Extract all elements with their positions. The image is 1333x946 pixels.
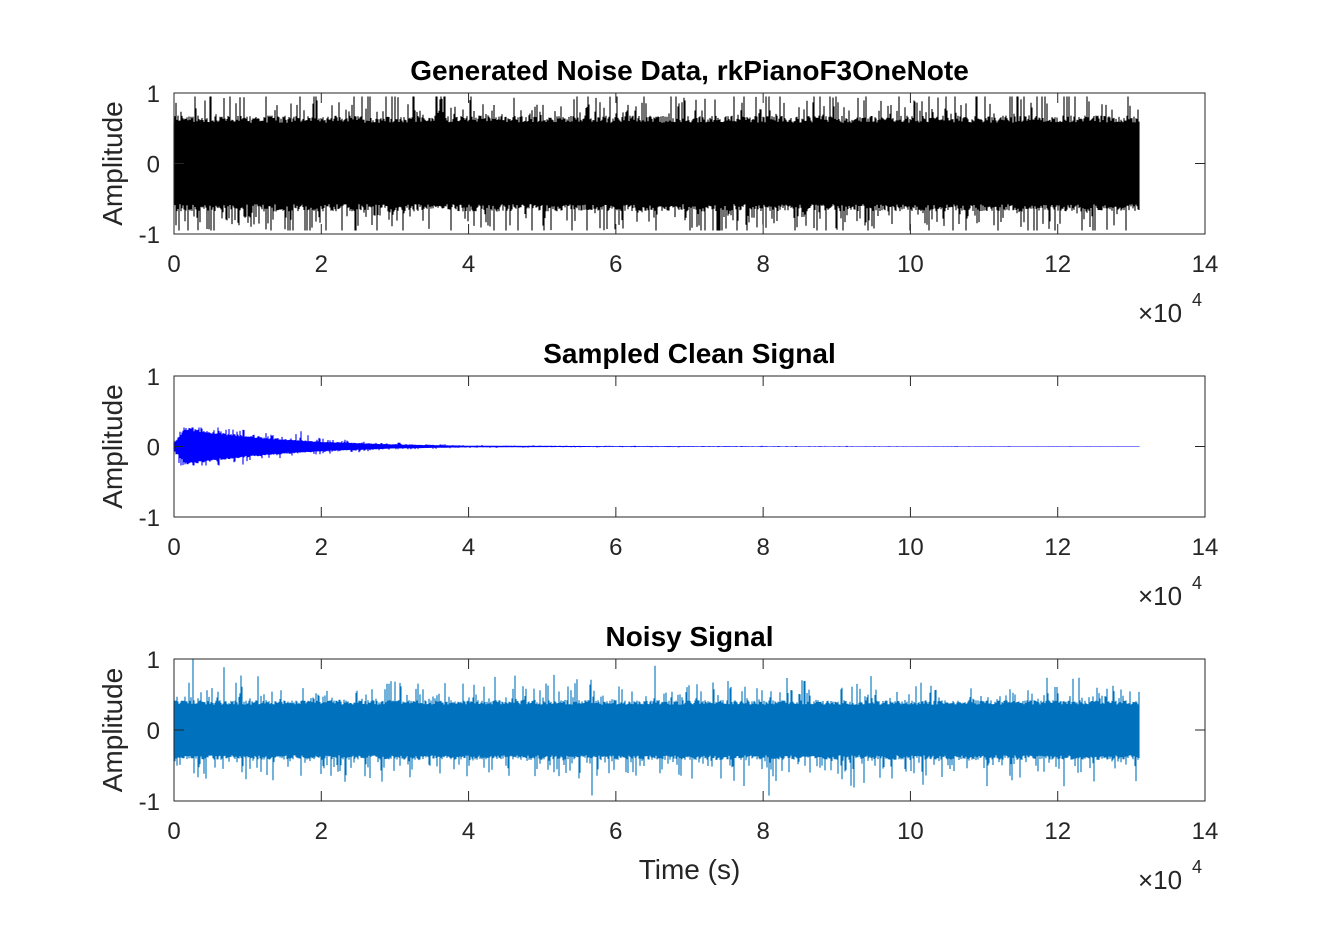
chart-1-title: Generated Noise Data, rkPianoF3OneNote <box>410 55 969 86</box>
chart-2-x-multiplier: ×10 <box>1138 581 1182 611</box>
chart-2-xtick-label: 12 <box>1044 534 1071 561</box>
chart-1-ytick-label: 0 <box>147 152 160 179</box>
chart-1-x-multiplier: ×10 <box>1138 298 1182 328</box>
chart-3-ylabel: Amplitude <box>97 668 128 793</box>
chart-3-xtick-label: 14 <box>1192 818 1219 845</box>
chart-2-xtick-label: 0 <box>167 534 180 561</box>
chart-2-xtick-label: 8 <box>756 534 769 561</box>
chart-1-xtick-label: 14 <box>1192 251 1219 278</box>
chart-2-ytick-label: 1 <box>147 364 160 391</box>
chart-3-ytick-label: 1 <box>147 647 160 674</box>
chart-2-xtick-label: 2 <box>315 534 328 561</box>
chart-2-x-multiplier-exponent: 4 <box>1192 573 1202 593</box>
chart-1-xtick-label: 12 <box>1044 251 1071 278</box>
chart-2: 0 2 4 6 8 10 12 14 -1 0 1 Sampled Clean Signal Ampli… <box>97 338 1218 611</box>
chart-1-x-multiplier-exponent: 4 <box>1192 290 1202 310</box>
chart-2-ytick-label: 0 <box>147 435 160 462</box>
chart-1-xtick-label: 10 <box>897 251 924 278</box>
chart-1-ytick-label: 1 <box>147 81 160 108</box>
chart-2-title: Sampled Clean Signal <box>543 338 836 369</box>
chart-2-ytick-label: -1 <box>139 505 160 532</box>
chart-3-xtick-label: 8 <box>756 818 769 845</box>
chart-1-xtick-label: 2 <box>315 251 328 278</box>
chart-3-xtick-label: 0 <box>167 818 180 845</box>
chart-3-xtick-label: 10 <box>897 818 924 845</box>
chart-1-xtick-label: 8 <box>756 251 769 278</box>
chart-1: 0 2 4 6 8 10 12 14 -1 0 1 Generated Noise Data, rkP… <box>97 55 1218 328</box>
chart-2-xtick-label: 14 <box>1192 534 1219 561</box>
chart-1-xtick-label: 6 <box>609 251 622 278</box>
chart-1-ytick-label: -1 <box>139 222 160 249</box>
chart-1-xtick-label: 0 <box>167 251 180 278</box>
chart-3-xtick-label: 4 <box>462 818 475 845</box>
chart-1-ylabel: Amplitude <box>97 101 128 226</box>
chart-3-ytick-label: -1 <box>139 789 160 816</box>
chart-1-xtick-label: 4 <box>462 251 475 278</box>
chart-3-x-multiplier: ×10 <box>1138 865 1182 895</box>
chart-3-xtick-label: 12 <box>1044 818 1071 845</box>
chart-2-xtick-label: 6 <box>609 534 622 561</box>
chart-3-title: Noisy Signal <box>605 621 773 652</box>
chart-3: 0 2 4 6 8 10 12 14 -1 0 1 Noisy Signal Amplitude Time… <box>97 621 1218 895</box>
chart-3-x-multiplier-exponent: 4 <box>1192 857 1202 877</box>
chart-2-xtick-label: 10 <box>897 534 924 561</box>
chart-3-xlabel: Time (s) <box>639 854 741 885</box>
chart-3-ytick-label: 0 <box>147 718 160 745</box>
chart-2-ylabel: Amplitude <box>97 384 128 509</box>
chart-2-xtick-label: 4 <box>462 534 475 561</box>
chart-3-xtick-label: 6 <box>609 818 622 845</box>
chart-3-xtick-label: 2 <box>315 818 328 845</box>
